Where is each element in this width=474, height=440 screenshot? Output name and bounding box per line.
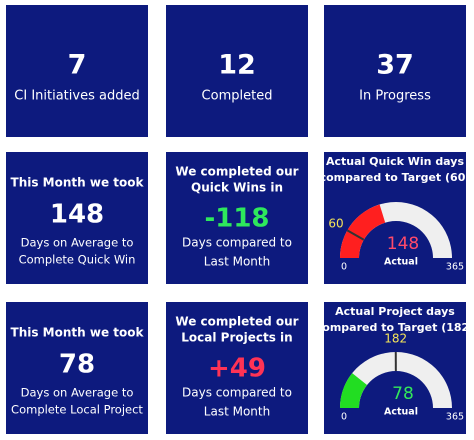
gauge-value	[340, 204, 386, 258]
gauge-max: 365	[446, 412, 464, 423]
tile-text: Days on Average to	[21, 236, 134, 250]
kpi-label: In Progress	[359, 89, 431, 104]
gauge-track	[340, 352, 452, 408]
kpi-label: CI Initiatives added	[14, 89, 139, 104]
kpi-value: 7	[68, 50, 87, 81]
tile-heading: Quick Wins in	[191, 181, 283, 195]
kpi-value: 37	[376, 50, 414, 81]
gauge-caption: Actual	[384, 257, 418, 268]
tile	[324, 5, 466, 137]
gauge-value-label: 78	[392, 384, 414, 404]
tile	[166, 152, 308, 284]
gauge-caption: Actual	[384, 407, 418, 418]
gauge-min: 0	[341, 412, 347, 423]
gauge-target	[346, 229, 365, 241]
change-value: +49	[208, 354, 266, 384]
average-value: 148	[50, 200, 104, 230]
gauge-max: 365	[446, 262, 464, 273]
gauge-title: compared to Target (60)	[320, 171, 471, 184]
gauge-min: 0	[341, 262, 347, 273]
tile-text: Last Month	[204, 405, 270, 419]
tile-heading: Local Projects in	[181, 331, 292, 345]
tile-text: Complete Local Project	[11, 403, 143, 417]
tile-heading: We completed our	[175, 315, 298, 329]
tile-text: Days on Average to	[21, 386, 134, 400]
change-value: -118	[204, 204, 269, 234]
average-value: 78	[59, 350, 95, 380]
kpi-label: Completed	[202, 89, 273, 104]
tile	[166, 302, 308, 434]
gauge-target-label: 60	[328, 216, 343, 230]
tile	[6, 5, 148, 137]
tile-text: Days compared to	[182, 386, 292, 400]
tile-heading: This Month we took	[11, 326, 145, 340]
tile-text: Days compared to	[182, 236, 292, 250]
tile	[6, 302, 148, 434]
gauge-value-label: 148	[387, 234, 419, 254]
gauge-title: Actual Quick Win days	[326, 155, 464, 168]
tile	[6, 152, 148, 284]
tile-text: Last Month	[204, 255, 270, 269]
tile-text: Complete Quick Win	[19, 253, 136, 267]
gauge-target-label: 182	[384, 332, 407, 346]
tile-heading: We completed our	[175, 165, 298, 179]
gauge-title: compared to Target (182)	[316, 321, 474, 334]
tile-heading: This Month we took	[11, 176, 145, 190]
tile	[166, 5, 308, 137]
gauge-title: Actual Project days	[335, 305, 455, 318]
gauge-value	[340, 373, 368, 408]
kpi-value: 12	[218, 50, 256, 81]
